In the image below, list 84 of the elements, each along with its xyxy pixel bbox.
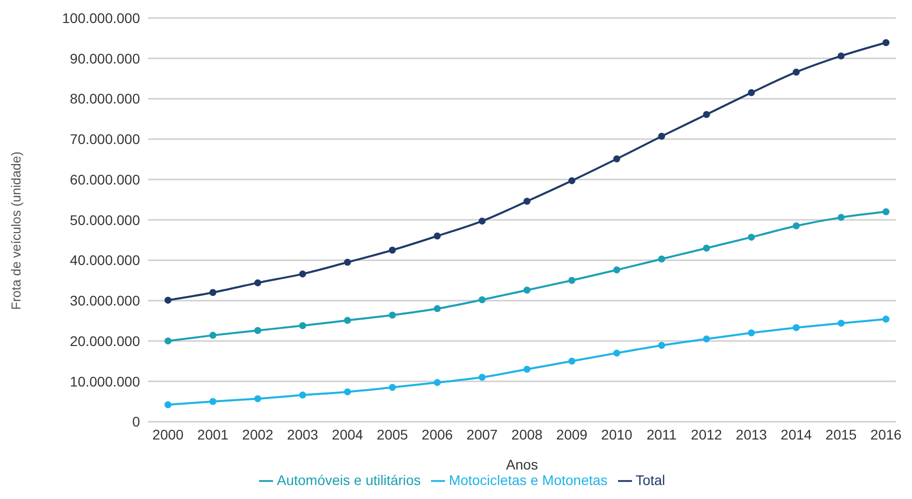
point [434,379,441,386]
point [164,296,172,304]
point [209,332,216,339]
point [478,374,486,381]
x-axis-title: Anos [506,456,538,473]
point [434,232,441,240]
y-tick-label: 10.000.000 [70,373,140,390]
point [703,110,710,118]
point [882,208,890,216]
legend-label: Total [636,472,666,488]
y-axis-title: Frota de veículos (unidade) [8,152,24,310]
x-tick-label: 2002 [242,426,274,443]
point [388,246,396,254]
point [299,270,306,278]
point [478,218,486,225]
point [748,234,755,241]
point [658,256,666,263]
point [254,326,262,334]
x-tick-label: 2005 [376,426,408,443]
y-tick-label: 20.000.000 [70,332,140,349]
point [658,132,666,140]
point [568,177,576,184]
y-tick-label: 40.000.000 [70,252,140,268]
point [299,322,306,330]
point [568,276,576,284]
point [388,384,396,391]
x-tick-label: 2004 [332,426,364,443]
x-tick-label: 2000 [152,426,184,443]
point [344,388,351,396]
y-tick-label: 0 [132,414,140,430]
point [568,358,576,365]
point [703,335,710,342]
point [838,214,845,221]
point [434,305,441,312]
point [748,89,755,96]
point [792,324,800,332]
y-tick-label: 80.000.000 [70,90,140,107]
x-tick-label: 2006 [422,426,454,443]
point [524,198,530,205]
y-tick-label: 90.000.000 [70,50,140,66]
point [792,222,800,230]
point [524,366,530,373]
x-tick-label: 2007 [466,426,498,443]
point [792,68,800,76]
x-tick-label: 2014 [780,426,812,443]
x-tick-label: 2016 [870,426,902,443]
x-tick-label: 2012 [690,426,722,443]
point [703,244,710,252]
x-tick-label: 2010 [601,426,633,443]
point [748,329,755,336]
x-tick-label: 2015 [826,426,857,443]
y-tick-label: 60.000.000 [70,171,140,188]
point [882,39,890,46]
point [299,392,306,399]
point [838,320,845,327]
x-tick-label: 2008 [511,426,543,443]
point [344,316,351,324]
x-tick-label: 2009 [556,426,588,443]
point [613,350,620,357]
x-tick-label: 2003 [287,426,318,443]
point [388,312,396,319]
point [658,342,666,349]
x-tick-label: 2011 [646,426,677,443]
point [882,316,890,323]
point [524,286,530,294]
y-tick-label: 50.000.000 [70,212,140,228]
point [209,289,216,296]
point [209,398,216,406]
point [838,52,845,60]
legend-label: Automóveis e utilitários [276,472,421,488]
x-tick-label: 2013 [736,426,768,443]
y-tick-label: 100.000.000 [62,10,140,26]
point [344,258,351,266]
point [478,296,486,304]
point [254,395,262,402]
point [164,337,172,344]
y-tick-label: 30.000.000 [70,292,140,309]
x-tick-label: 2001 [197,426,229,443]
legend-label: Motocicletas e Motonetas [448,472,608,488]
point [613,155,620,162]
point [613,266,620,274]
point [254,279,262,286]
point [164,401,172,408]
y-tick-label: 70.000.000 [70,131,140,148]
